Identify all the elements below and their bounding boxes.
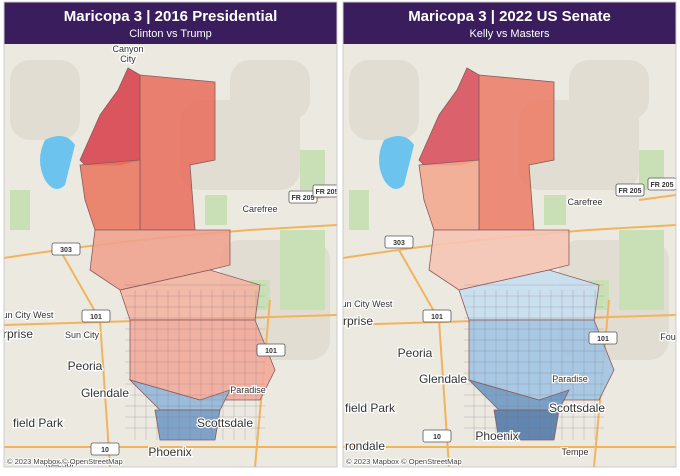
place-label: field Park (345, 401, 396, 415)
panel-title: Maricopa 3 | 2016 Presidential (64, 8, 277, 25)
place-label: Fou (660, 332, 676, 342)
district-region (493, 409, 560, 441)
map-panel: FR 205 FR 205 303 101 101 10 Carefree un City W… (342, 44, 676, 467)
park (280, 230, 325, 310)
place-label: Glendale (419, 372, 467, 386)
district-region (154, 409, 221, 441)
panel-subtitle: Clinton vs Trump (129, 28, 212, 40)
road-shield (588, 331, 618, 345)
road-shield-label: 101 (265, 348, 277, 355)
place-label: rprise (343, 314, 373, 328)
lake (40, 136, 75, 189)
road-shield (647, 177, 676, 191)
park (544, 195, 566, 225)
road-shield (256, 343, 286, 357)
road-shield (312, 184, 337, 198)
road-shield (384, 235, 414, 249)
place-label: Carefree (242, 204, 277, 214)
road-shield-label: 10 (433, 434, 441, 441)
road-shield (615, 183, 645, 197)
road (638, 194, 676, 201)
terrain (569, 60, 649, 120)
road-shield-label: 10 (101, 447, 109, 454)
attribution: © 2023 Mapbox © OpenStreetMap (7, 457, 123, 466)
road-shield (90, 442, 120, 456)
road-shield (51, 242, 81, 256)
road-shield-label: FR 205 (651, 182, 674, 189)
panel-border (342, 1, 677, 468)
panel-subtitle: Kelly vs Masters (469, 28, 550, 40)
road-shield (422, 429, 452, 443)
place-label: field Park (13, 416, 64, 430)
terrain (230, 60, 310, 120)
terrain (349, 60, 419, 140)
panel-header (4, 2, 337, 44)
place-label: Scottsdale (197, 416, 253, 430)
place-label: Paradise (552, 374, 588, 384)
panel-border (3, 1, 338, 468)
park (205, 195, 227, 225)
road-shield-label: 303 (60, 247, 72, 254)
place-label: rprise (3, 327, 33, 341)
place-label: rondale (345, 439, 385, 453)
road-shield-label: 303 (393, 240, 405, 247)
panel-title: Maricopa 3 | 2022 US Senate (408, 8, 611, 25)
road-shield (81, 309, 111, 323)
road-shield-label: FR 205 (292, 195, 315, 202)
place-label: Tolleson (43, 459, 76, 469)
place-label: Sun City (65, 330, 100, 340)
park (10, 190, 30, 230)
road-shield-label: FR 205 (316, 189, 339, 196)
panel-header (343, 2, 676, 44)
attribution: © 2023 Mapbox © OpenStreetMap (346, 457, 462, 466)
place-label: Tempe (561, 447, 588, 457)
place-label: Phoenix (148, 445, 191, 459)
road-shield-label: FR 205 (619, 188, 642, 195)
road-shield-label: 101 (90, 314, 102, 321)
place-label: Peoria (398, 346, 433, 360)
place-label: Scottsdale (549, 401, 605, 415)
road-shield (422, 309, 452, 323)
place-label: un City West (3, 310, 54, 320)
park (349, 190, 369, 230)
road-shield-label: 101 (597, 336, 609, 343)
place-label: un City West (342, 299, 393, 309)
park (619, 230, 664, 310)
place-label: Phoenix (475, 429, 518, 443)
lake (379, 136, 414, 189)
place-label: City (120, 54, 136, 64)
terrain (10, 60, 80, 140)
road-shield-label: 101 (431, 314, 443, 321)
place-label: Paradise (230, 385, 266, 395)
park (300, 150, 325, 190)
place-label: Canyon (112, 44, 143, 54)
place-label: Peoria (68, 359, 103, 373)
place-label: Carefree (567, 197, 602, 207)
place-label: Glendale (81, 386, 129, 400)
